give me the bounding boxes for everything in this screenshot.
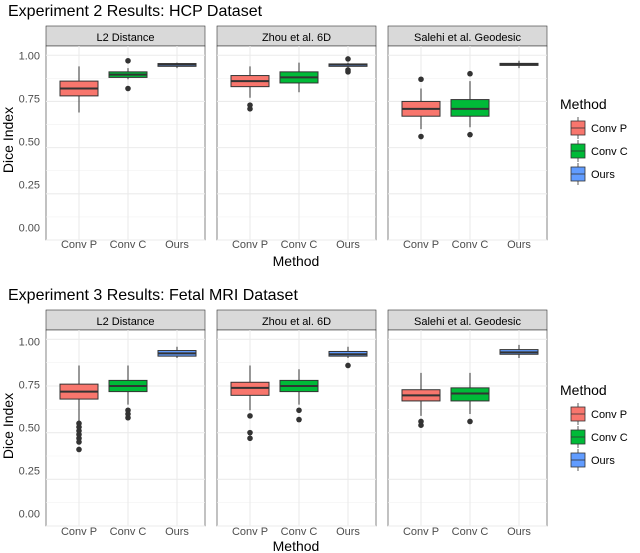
chart-1-facet-3-conv-p-outlier-1 (418, 133, 424, 140)
chart-2-xtick-2-1: Conv P (232, 526, 268, 538)
chart-1-xtick-2-3: Ours (336, 239, 360, 251)
chart-2-facet-2-ours-outlier-1 (345, 362, 351, 369)
chart-2-xtick-3-1: Conv P (403, 526, 439, 538)
chart-1-ytick-3: 0.50 (19, 137, 40, 149)
chart-2-ytick-2: 0.75 (19, 380, 40, 392)
chart-1-xtick-2-1: Conv P (232, 239, 268, 251)
chart-2-facet-1-background (45, 329, 206, 527)
chart-2-ytick-3: 0.50 (19, 423, 40, 435)
chart-2-ytick-5: 0.00 (19, 509, 40, 521)
chart-2-facet-1-panel (45, 329, 206, 527)
chart-2-ytick-4: 0.25 (19, 466, 40, 478)
chart-1-facet-2-panel (216, 45, 377, 241)
chart-1-facet-3-conv-c-outlier-2 (467, 70, 473, 77)
chart-1-legend-label-conv-c: Conv C (591, 146, 628, 158)
chart-1-facet-2-conv-p-outlier-2 (247, 102, 253, 108)
chart-2-legend-label-ours: Ours (591, 455, 615, 467)
chart-2-xtick-1-1: Conv P (61, 526, 97, 538)
chart-2-facet-2-panel (216, 329, 377, 527)
chart-2-facet-3-conv-p-outlier-2 (418, 418, 424, 425)
chart-2: Experiment 3 Results: Fetal MRI Dataset … (0, 287, 628, 553)
chart-2-facet-2-conv-c-outlier-1 (296, 416, 302, 423)
chart-1-facet-3-title: Salehi et al. Geodesic (414, 32, 522, 44)
chart-1-legend: Method Conv P Conv C Ours (560, 96, 628, 185)
chart-2-facet-2-background (216, 329, 377, 527)
chart-1-ytick-2: 0.75 (19, 94, 40, 106)
chart-2-xtick-2-3: Ours (336, 526, 360, 538)
chart-2-facet-3-panel (387, 329, 548, 527)
chart-2-xtick-3-3: Ours (507, 526, 531, 538)
chart-1-title: Experiment 2 Results: HCP Dataset (8, 3, 263, 20)
chart-2-xtick-3-2: Conv C (452, 526, 489, 538)
chart-1-ytick-4: 0.25 (19, 180, 40, 192)
chart-1-facet-3-background (387, 45, 548, 241)
chart-1-xtick-3-3: Ours (507, 239, 531, 251)
chart-1-legend-label-ours: Ours (591, 169, 615, 181)
chart-2-facet-2-conv-p-outlier-3 (247, 413, 253, 419)
chart-1-ylabel: Dice Index (0, 107, 16, 173)
chart-2-facet-2-title: Zhou et al. 6D (262, 316, 331, 328)
chart-1-xtick-2-2: Conv C (281, 239, 318, 251)
chart-1-facet-2-title: Zhou et al. 6D (262, 32, 331, 44)
chart-1-xtick-3-2: Conv C (452, 239, 489, 251)
chart-1-facet-3-conv-c-outlier-1 (467, 131, 473, 138)
chart-2-facet-2-conv-p-outlier-1 (247, 435, 253, 442)
chart-1-facet-2-ours-outlier-3 (345, 56, 351, 62)
chart-2-xtick-1-3: Ours (165, 526, 189, 538)
chart-1-ytick-1: 1.00 (19, 51, 40, 63)
chart-2-xlabel: Method (273, 538, 320, 553)
chart-1: Experiment 2 Results: HCP Dataset L2 Dis… (0, 3, 628, 269)
chart-1-facet-2-ours-outlier-2 (345, 67, 351, 73)
chart-2-facet-3-title: Salehi et al. Geodesic (414, 316, 522, 328)
chart-1-facet-3-conv-p-outlier-2 (418, 76, 424, 83)
chart-2-facet-3-conv-c-outlier-1 (467, 418, 473, 425)
chart-2-legend-label-conv-c: Conv C (591, 432, 628, 444)
chart-1-facet-1-panel (45, 45, 206, 241)
chart-1-xtick-3-1: Conv P (403, 239, 439, 251)
chart-2-ylabel: Dice Index (0, 393, 16, 459)
chart-2-facet-1-conv-p-outlier-1 (76, 446, 82, 453)
chart-1-xtick-1-3: Ours (165, 239, 189, 251)
chart-1-xtick-1-2: Conv C (110, 239, 147, 251)
chart-1-facet-3-panel (387, 45, 548, 241)
chart-2-facet-1-conv-c-outlier-3 (125, 407, 131, 414)
chart-1-facet-1-title: L2 Distance (96, 32, 154, 44)
chart-2-facet-2-conv-c-outlier-2 (296, 407, 302, 414)
chart-2-legend-label-conv-p: Conv P (591, 409, 627, 421)
chart-1-xlabel: Method (273, 253, 320, 269)
chart-1-xtick-1-1: Conv P (61, 239, 97, 251)
chart-1-facet-1-conv-c-outlier-2 (125, 57, 131, 64)
chart-2-facet-1-title: L2 Distance (96, 316, 154, 328)
chart-2-title: Experiment 3 Results: Fetal MRI Dataset (8, 287, 298, 304)
chart-2-facet-1-conv-p-outlier-7 (76, 420, 82, 427)
chart-1-ytick-5: 0.00 (19, 223, 40, 235)
chart-2-facet-3-background (387, 329, 548, 527)
chart-2-ytick-1: 1.00 (19, 337, 40, 349)
chart-1-facet-1-conv-c-outlier-1 (125, 85, 131, 92)
chart-1-legend-label-conv-p: Conv P (591, 123, 627, 135)
chart-2-facet-2-conv-p-outlier-2 (247, 429, 253, 436)
chart-2-xtick-2-2: Conv C (281, 526, 318, 538)
chart-2-xtick-1-2: Conv C (110, 526, 147, 538)
chart-2-legend: Method Conv P Conv C Ours (560, 382, 628, 471)
chart-2-legend-title: Method (560, 382, 607, 398)
chart-1-legend-title: Method (560, 96, 607, 112)
